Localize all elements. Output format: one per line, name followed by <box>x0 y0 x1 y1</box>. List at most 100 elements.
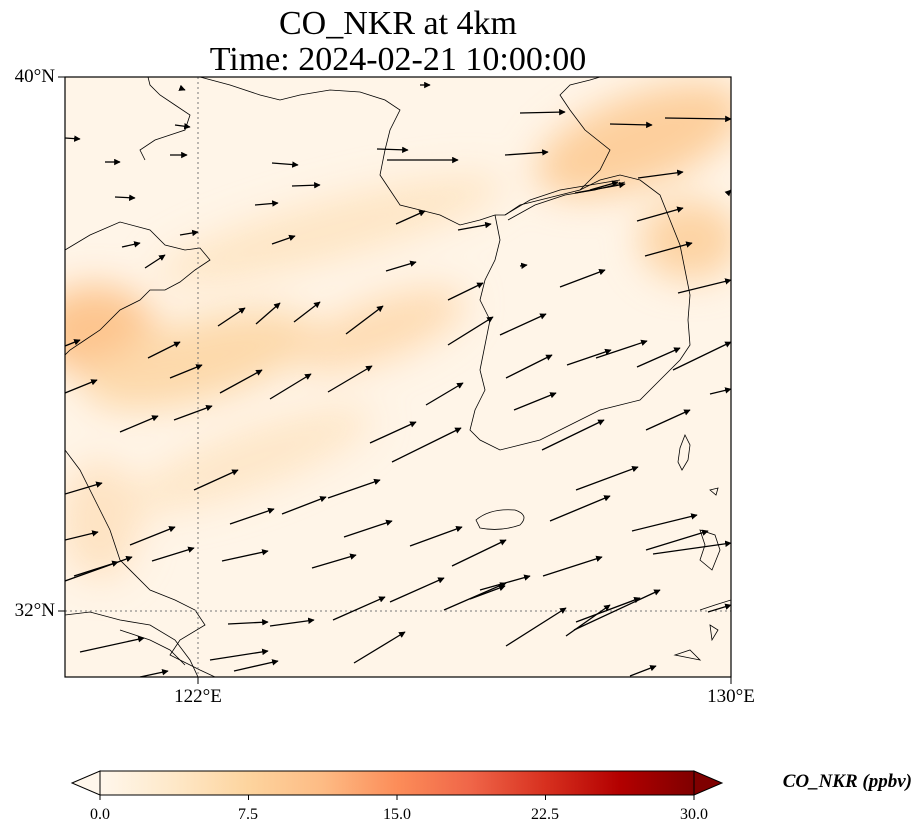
wind-vector <box>589 180 619 191</box>
wind-vector <box>499 313 547 336</box>
wind-vector <box>451 539 507 567</box>
wind-vector <box>447 282 484 301</box>
colorbar-label: CO_NKR (ppbv) <box>782 771 912 792</box>
wind-vector <box>541 419 605 451</box>
wind-vector <box>178 84 186 91</box>
wind-vector <box>233 659 279 672</box>
wind-vector <box>609 121 653 129</box>
wind-vector <box>391 427 462 463</box>
wind-vector <box>65 339 81 347</box>
map-frame <box>64 76 732 678</box>
wind-vectors <box>65 81 731 677</box>
wind-vector <box>144 254 166 269</box>
wind-vector <box>151 546 195 562</box>
wind-vector <box>229 507 275 525</box>
wind-vector <box>311 553 357 569</box>
gridlines <box>65 77 731 677</box>
lon-label-122e: 122°E <box>174 686 222 707</box>
wind-vector <box>505 607 567 647</box>
wind-vector <box>549 495 611 522</box>
wind-vector <box>575 597 641 623</box>
wind-vector <box>565 604 611 637</box>
colorbar-tick: 30.0 <box>680 806 708 823</box>
wind-vector <box>281 496 327 515</box>
wind-vector <box>385 260 417 272</box>
colorbar-tick: 15.0 <box>383 806 411 823</box>
wind-vector <box>645 529 709 551</box>
wind-vector <box>566 348 612 366</box>
wind-vector <box>119 415 159 433</box>
wind-vector <box>376 146 409 154</box>
wind-vector <box>65 379 98 394</box>
wind-vector <box>645 409 691 431</box>
wind-vector <box>65 555 133 582</box>
wind-vector <box>513 392 557 411</box>
wind-vector <box>629 665 657 677</box>
lon-label-130e: 130°E <box>707 686 755 707</box>
wind-vector <box>425 382 464 406</box>
wind-vector <box>519 108 566 116</box>
wind-vector <box>179 229 199 237</box>
wind-vector <box>409 525 463 547</box>
wind-vector <box>271 161 299 168</box>
wind-vector <box>221 549 269 562</box>
wind-vector <box>343 519 393 538</box>
wind-vector <box>447 316 494 346</box>
wind-vector <box>369 421 417 444</box>
wind-vector <box>169 364 203 379</box>
wind-vector <box>395 210 426 225</box>
wind-vector <box>327 478 381 499</box>
chart-title-line1: CO_NKR at 4km <box>279 5 517 42</box>
chart-title-line2: Time: 2024-02-21 10:00:00 <box>209 41 587 78</box>
wind-vector <box>542 555 603 577</box>
concentration-field <box>65 77 731 677</box>
wind-vector <box>79 636 145 653</box>
colorbar-tick: 0.0 <box>90 806 110 823</box>
wind-vector <box>707 603 731 613</box>
wind-vector <box>345 305 384 335</box>
wind-vector <box>121 241 141 248</box>
wind-vector <box>332 596 386 621</box>
wind-vector <box>327 365 373 393</box>
wind-vector <box>147 341 181 359</box>
colorbar-tick: 7.5 <box>238 806 258 823</box>
wind-vector <box>595 339 648 359</box>
coastlines <box>65 77 731 677</box>
wind-vector <box>65 530 99 541</box>
wind-vector <box>65 481 103 495</box>
wind-vector <box>479 574 531 591</box>
colorbar <box>70 770 724 800</box>
wind-vector <box>636 347 681 368</box>
wind-vector <box>469 584 506 600</box>
wind-vector <box>271 234 296 245</box>
wind-vector <box>227 619 269 626</box>
wind-vector <box>269 617 315 627</box>
lat-label-32n: 32°N <box>14 600 55 621</box>
wind-vector <box>644 241 693 257</box>
wind-vector <box>114 194 136 201</box>
wind-vector <box>636 206 684 222</box>
wind-vector <box>575 465 639 491</box>
wind-vector <box>637 169 684 179</box>
wind-vector <box>255 302 281 325</box>
wind-vector <box>209 648 269 661</box>
wind-vector <box>504 149 549 156</box>
wind-vector <box>217 307 246 327</box>
wind-vector <box>652 540 731 555</box>
wind-vector <box>709 387 731 395</box>
wind-vector <box>129 526 176 546</box>
wind-vector <box>457 221 492 231</box>
wind-vector <box>193 469 239 491</box>
wind-vector <box>389 577 445 603</box>
colorbar-tick: 22.5 <box>531 806 559 823</box>
wind-vector <box>65 135 81 142</box>
wind-vector <box>291 181 321 189</box>
wind-vector <box>174 123 191 130</box>
wind-vector <box>677 278 731 294</box>
wind-vector <box>139 669 169 677</box>
wind-vector <box>269 373 312 400</box>
wind-vector <box>505 354 553 379</box>
wind-vector <box>353 631 406 664</box>
wind-vector <box>293 301 321 323</box>
